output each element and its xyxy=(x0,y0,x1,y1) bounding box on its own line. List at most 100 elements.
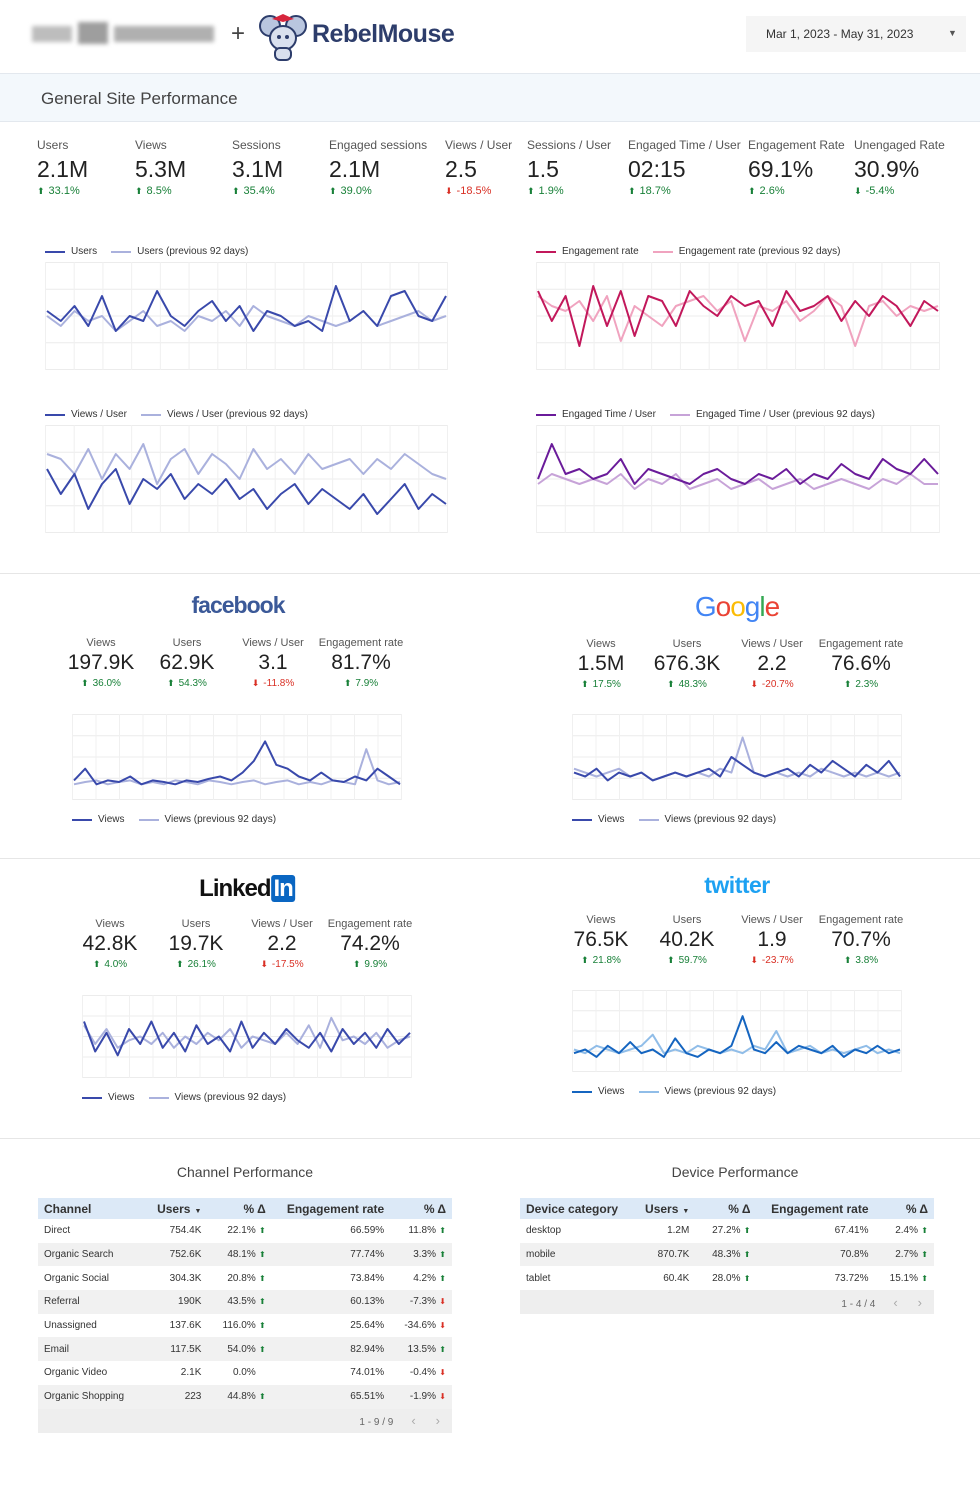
trend-arrow: ⬆ xyxy=(352,959,361,969)
column-header[interactable]: Engagement rate xyxy=(756,1198,875,1219)
prev-page[interactable]: ‹ xyxy=(893,1294,898,1310)
change-indicator: ⬆ 48.3% xyxy=(667,679,707,690)
metric-value: 1.5M xyxy=(577,652,625,675)
metric-value: 3.1 xyxy=(258,651,288,674)
metric-value: 62.9K xyxy=(159,651,215,674)
table-cell: 73.84% xyxy=(272,1266,390,1290)
column-header[interactable]: % Δ xyxy=(207,1198,272,1219)
column-header[interactable]: % Δ xyxy=(874,1198,934,1219)
change-indicator: ⬆ 4.0% xyxy=(93,959,127,970)
metric-label: Users xyxy=(181,918,211,930)
series-line xyxy=(537,473,938,490)
pagination-text: 1 - 4 / 4 xyxy=(841,1298,876,1310)
date-range-picker[interactable]: Mar 1, 2023 - May 31, 2023 ▼ xyxy=(746,16,966,52)
legend: Views / User Views / User (previous 92 da… xyxy=(45,409,308,420)
change-value: 3.8% xyxy=(855,955,879,966)
next-page[interactable]: › xyxy=(435,1413,440,1428)
table-cell: Organic Social xyxy=(38,1266,142,1290)
data-table: Channel Users ▼ % Δ Engagement rate % Δ Direct… xyxy=(38,1198,452,1433)
kpi-value: 02:15 xyxy=(628,156,686,182)
next-page[interactable]: › xyxy=(917,1294,922,1310)
change-indicator: ⬆ 33.1% xyxy=(37,185,80,197)
table-cell: 137.6K xyxy=(142,1314,207,1338)
table-cell: 65.51% xyxy=(271,1384,391,1409)
cell-text: 13.5% xyxy=(407,1343,436,1355)
change-value: 1.9% xyxy=(538,185,564,197)
table-row: Referral 190K 43.5% ⬆ 60.13% -7.3% ⬇ xyxy=(38,1290,452,1314)
change-value: 2.3% xyxy=(855,679,879,690)
table-cell: 48.1% ⬆ xyxy=(207,1242,272,1267)
metric-value: 2.2 xyxy=(757,652,787,675)
trend-arrow: ⬆ xyxy=(81,678,89,688)
cell-text: 15.1% xyxy=(889,1272,918,1284)
column-header[interactable]: Users ▼ xyxy=(632,1198,696,1219)
header-text: % Δ xyxy=(905,1201,928,1216)
cell-text: 4.2% xyxy=(413,1272,436,1284)
cell-text: 60.13% xyxy=(350,1296,385,1308)
metric-value: 42.8K xyxy=(82,932,138,955)
trend-arrow: ⬆ xyxy=(921,1250,928,1260)
column-header[interactable]: Engagement rate xyxy=(271,1198,391,1219)
trend-arrow: ⬆ xyxy=(527,186,535,196)
legend: Engaged Time / User Engaged Time / User (… xyxy=(536,409,875,420)
cell-text: mobile xyxy=(526,1249,556,1261)
column-header[interactable]: Device category xyxy=(520,1198,633,1219)
kpi-label: Users xyxy=(37,138,69,152)
table-cell: 2.4% ⬆ xyxy=(875,1219,935,1243)
column-header[interactable]: Channel xyxy=(38,1198,143,1219)
legend-swatch xyxy=(638,818,659,821)
header-row: Channel Users ▼ % Δ Engagement rate % Δ xyxy=(38,1198,452,1219)
table-cell: Organic Video xyxy=(38,1361,142,1385)
legend-swatch xyxy=(140,413,161,416)
table-row: Organic Shopping 223 44.8% ⬆ 65.51% -1.9% ⬇ xyxy=(38,1384,452,1409)
metric-label: Users xyxy=(172,637,202,649)
trend-arrow: ⬆ xyxy=(843,955,852,965)
cell-text: Direct xyxy=(44,1225,71,1237)
line-chart xyxy=(45,425,448,533)
legend-label: Views xyxy=(108,1092,135,1103)
cell-text: 48.3% xyxy=(712,1249,741,1261)
change-indicator: ⬆ 36.0% xyxy=(81,678,121,689)
metric-value: 76.6% xyxy=(831,652,891,675)
change-indicator: ⬇ -5.4% xyxy=(854,185,894,197)
separator xyxy=(0,573,980,574)
kpi-label: Engagement Rate xyxy=(748,138,845,152)
column-header[interactable]: % Δ xyxy=(390,1198,452,1219)
change-indicator: ⬇ -20.7% xyxy=(750,679,793,690)
change-indicator: ⬆ 21.8% xyxy=(581,955,621,966)
table-row: mobile 870.7K 48.3% ⬆ 70.8% 2.7% ⬆ xyxy=(520,1242,934,1267)
table-cell: 190K xyxy=(142,1290,208,1314)
table-cell: Unassigned xyxy=(38,1314,142,1338)
kpi-value: 2.1M xyxy=(329,156,381,182)
change-value: 35.4% xyxy=(243,185,275,197)
metric-label: Users xyxy=(672,638,702,650)
legend-item: Views / User (previous 92 days) xyxy=(140,409,308,420)
metric-label: Views xyxy=(95,918,125,930)
kpi-label: Sessions / User xyxy=(527,138,612,152)
series-line xyxy=(46,468,447,515)
column-header[interactable]: % Δ xyxy=(695,1198,757,1219)
table-row: Organic Social 304.3K 20.8% ⬆ 73.84% 4.2% ⬆ xyxy=(38,1266,452,1290)
cell-text: 44.8% xyxy=(227,1391,256,1403)
table-cell: tablet xyxy=(520,1266,632,1290)
prev-page[interactable]: ‹ xyxy=(411,1413,416,1428)
cell-text: tablet xyxy=(526,1272,551,1284)
header-text: Users xyxy=(645,1201,679,1216)
table-cell: -0.4% ⬇ xyxy=(390,1361,452,1385)
table-cell: 74.01% xyxy=(272,1361,390,1385)
table-cell: Email xyxy=(38,1337,143,1362)
trend-arrow: ⬆ xyxy=(92,959,101,969)
data-table: Device category Users ▼ % Δ Engagement rate%… xyxy=(520,1198,935,1315)
legend-label: Engagement rate xyxy=(562,246,639,257)
cell-text: 304.3K xyxy=(169,1272,202,1284)
table-title: Channel Performance xyxy=(176,1164,314,1180)
table-cell: 73.72% xyxy=(756,1266,874,1290)
table-title: Device Performance xyxy=(671,1164,799,1180)
kpi-label: Unengaged Rate xyxy=(854,138,945,152)
legend-label: Views (previous 92 days) xyxy=(664,814,777,825)
section-band: General Site Performance xyxy=(0,73,980,122)
column-header[interactable]: Users ▼ xyxy=(142,1198,208,1219)
trend-arrow: ⬆ xyxy=(743,1273,751,1283)
trend-arrow: ⬆ xyxy=(921,1273,928,1283)
metric-label: Views / User xyxy=(741,638,803,650)
